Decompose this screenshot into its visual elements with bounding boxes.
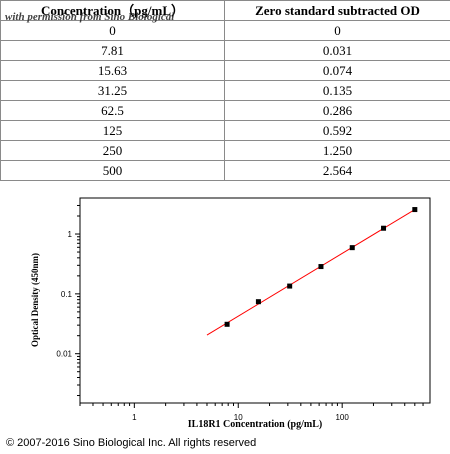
table-header-row: Concentration（pg/mL） with permission from… xyxy=(0,0,450,23)
standard-curve-table: Concentration（pg/mL） with permission from… xyxy=(0,0,450,181)
cell-od: 0 xyxy=(224,20,450,41)
data-point xyxy=(224,321,230,327)
axis-ticks: 1 10 100 0.01 0.1 1 xyxy=(56,204,424,422)
plot-frame xyxy=(79,197,431,404)
watermark-text: with permission from Sino Biological xyxy=(5,11,175,23)
y-tick-label: 0.01 xyxy=(56,350,72,359)
table-row: 15.63 0.074 xyxy=(0,60,450,81)
data-point xyxy=(381,225,387,231)
data-point xyxy=(255,299,261,305)
cell-concentration: 31.25 xyxy=(0,80,225,101)
y-axis-label: Optical Density (450nm) xyxy=(30,253,40,347)
table-row: 62.5 0.286 xyxy=(0,100,450,121)
cell-od: 2.564 xyxy=(224,160,450,181)
fit-line xyxy=(206,209,416,336)
y-tick-label: 1 xyxy=(68,230,73,239)
standard-curve-chart: 1 10 100 0.01 0.1 1 IL18R1 Concentration (pg/… xyxy=(30,197,431,430)
table-row: 7.81 0.031 xyxy=(0,40,450,61)
table-row: 31.25 0.135 xyxy=(0,80,450,101)
cell-concentration: 7.81 xyxy=(0,40,225,61)
cell-concentration: 62.5 xyxy=(0,100,225,121)
cell-od: 0.286 xyxy=(224,100,450,121)
copyright-text: © 2007-2016 Sino Biological Inc. All rig… xyxy=(6,437,257,449)
cell-concentration: 125 xyxy=(0,120,225,141)
x-tick-label: 100 xyxy=(335,413,349,422)
data-point xyxy=(318,264,324,270)
table-row: 500 2.564 xyxy=(0,160,450,181)
x-axis-label: IL18R1 Concentration (pg/mL) xyxy=(188,419,322,430)
standard-table-wrap: Concentration（pg/mL） with permission from… xyxy=(0,0,450,181)
fit-line-group xyxy=(206,209,416,336)
cell-concentration: 250 xyxy=(0,140,225,161)
data-points xyxy=(224,207,418,327)
cell-od: 1.250 xyxy=(224,140,450,161)
cell-concentration: 15.63 xyxy=(0,60,225,81)
data-point xyxy=(349,245,355,251)
cell-od: 0.592 xyxy=(224,120,450,141)
cell-od: 0.074 xyxy=(224,60,450,81)
cell-od: 0.135 xyxy=(224,80,450,101)
x-tick-label: 1 xyxy=(132,413,137,422)
data-point xyxy=(412,207,418,213)
y-tick-label: 0.1 xyxy=(61,290,73,299)
data-point xyxy=(287,283,293,289)
x-tick-label: 10 xyxy=(234,413,243,422)
cell-concentration: 500 xyxy=(0,160,225,181)
table-row: 250 1.250 xyxy=(0,140,450,161)
table-row: 125 0.592 xyxy=(0,120,450,141)
header-od: Zero standard subtracted OD xyxy=(224,0,450,21)
cell-od: 0.031 xyxy=(224,40,450,61)
header-concentration: Concentration（pg/mL） with permission from… xyxy=(0,0,225,23)
